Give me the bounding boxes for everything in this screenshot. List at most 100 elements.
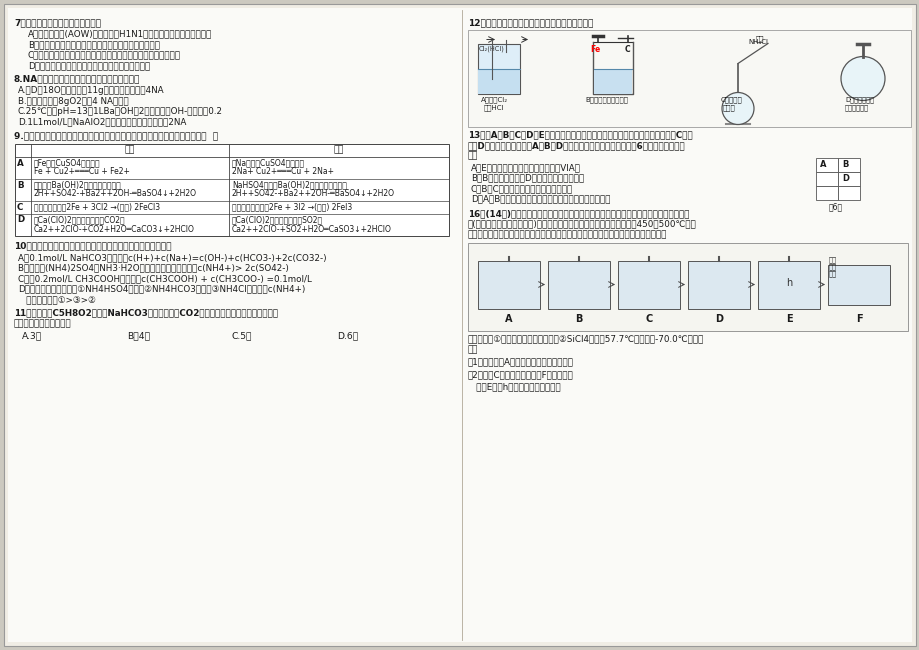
Text: C: C bbox=[624, 46, 630, 55]
Text: 已知: 已知 bbox=[125, 146, 135, 155]
Text: 制氨气: 制氨气 bbox=[722, 105, 735, 111]
Text: C．在0.2mol/L CH3COOH溶液中：c(CH3COOH) + c(CH3COO-) =0.1mol/L: C．在0.2mol/L CH3COOH溶液中：c(CH3COOH) + c(CH… bbox=[18, 274, 312, 283]
Text: D．三聚氰胺添入牛奶中能增加含氮量，但有害健康: D．三聚氰胺添入牛奶中能增加含氮量，但有害健康 bbox=[28, 61, 150, 70]
Text: C.25℃时，pH=13的1LBa（OH）2溶液中含有OH-的数目为0.2: C.25℃时，pH=13的1LBa（OH）2溶液中含有OH-的数目为0.2 bbox=[18, 107, 222, 116]
Bar bbox=[468, 242, 907, 330]
Text: Ca2++2ClO-+SO2+H2O═CaSO3↓+2HClO: Ca2++2ClO-+SO2+H2O═CaSO3↓+2HClO bbox=[232, 224, 391, 233]
Text: A．E元素位于周期表中的第三周期、VIA族: A．E元素位于周期表中的第三周期、VIA族 bbox=[471, 163, 581, 172]
Text: NaOH: NaOH bbox=[480, 72, 499, 77]
Text: A．酸性臭氧水(AOW)可用于消灭H1N1病毒，因为臭氧具有强氧化性: A．酸性臭氧水(AOW)可用于消灭H1N1病毒，因为臭氧具有强氧化性 bbox=[28, 29, 212, 38]
Bar bbox=[837, 158, 859, 172]
Text: 的酮和蛋白质: 的酮和蛋白质 bbox=[844, 105, 868, 111]
Text: h: h bbox=[785, 278, 791, 287]
Text: A: A bbox=[505, 315, 512, 324]
Text: D.6种: D.6种 bbox=[336, 332, 357, 341]
Text: D．A、B两元素形成的常见化合物的分子构型均为直线型: D．A、B两元素形成的常见化合物的分子构型均为直线型 bbox=[471, 194, 610, 203]
Bar bbox=[478, 68, 519, 94]
Text: 稀硫酸与Ba(OH)2溶液反应至中性，: 稀硫酸与Ba(OH)2溶液反应至中性， bbox=[34, 181, 121, 190]
Text: 2H++SO42-+Ba2++2OH-═BaSO4↓+2H2O: 2H++SO42-+Ba2++2OH-═BaSO4↓+2H2O bbox=[232, 190, 394, 198]
Bar bbox=[815, 158, 837, 172]
Bar bbox=[478, 44, 519, 94]
Text: 铁和碘单质反应：2Fe + 3I2 →(点燃) 2FeI3: 铁和碘单质反应：2Fe + 3I2 →(点燃) 2FeI3 bbox=[232, 203, 352, 211]
Text: F: F bbox=[855, 315, 861, 324]
Bar bbox=[618, 261, 679, 309]
Text: A: A bbox=[17, 159, 24, 168]
Text: 属，D的单质是黄色固体，A、B、D在周期表中的相对位置关系如题6图，下列说法正确: 属，D的单质是黄色固体，A、B、D在周期表中的相对位置关系如题6图，下列说法正确 bbox=[468, 141, 685, 150]
Text: 题6图: 题6图 bbox=[828, 202, 842, 211]
Text: 铁和氯气反应：2Fe + 3Cl2 →(点燃) 2FeCl3: 铁和氯气反应：2Fe + 3Cl2 →(点燃) 2FeCl3 bbox=[34, 203, 160, 211]
Text: 相关信息：①四氯化硅遇水极易水解；②SiCl4沸点为57.7℃，熔点为-70.0℃，请回: 相关信息：①四氯化硅遇水极易水解；②SiCl4沸点为57.7℃，熔点为-70.0… bbox=[468, 335, 704, 343]
Text: （2）装置C中的试剂是：装置F的作用是：: （2）装置C中的试剂是：装置F的作用是： bbox=[468, 370, 573, 379]
Text: 棉花: 棉花 bbox=[755, 36, 764, 42]
Text: D: D bbox=[714, 315, 722, 324]
Text: C．B与C形成的化合物中一定含有共价键: C．B与C形成的化合物中一定含有共价键 bbox=[471, 184, 573, 193]
Text: 硅(含铁、铝、硼、磷等杂质)，粗硅与氯气反应生成四氯化硅（反应温度450～500℃），: 硅(含铁、铝、硼、磷等杂质)，粗硅与氯气反应生成四氯化硅（反应温度450～500… bbox=[468, 220, 696, 229]
Text: A．0.1mol/L NaHCO3溶液中：c(H+)+c(Na+)=c(OH-)+c(HCO3-)+2c(CO32-): A．0.1mol/L NaHCO3溶液中：c(H+)+c(Na+)=c(OH-)… bbox=[18, 253, 326, 262]
Text: 的大小关系：①>③>②: 的大小关系：①>③>② bbox=[18, 295, 96, 304]
Text: 四氯化硅经提纯后用氢气还原可得高纯硅。以下是实验室制备四氯化硅的装置示意图。: 四氯化硅经提纯后用氢气还原可得高纯硅。以下是实验室制备四氯化硅的装置示意图。 bbox=[468, 230, 667, 239]
Text: 中的HCl: 中的HCl bbox=[483, 105, 504, 111]
Text: 11．分子式为C5H8O2，能与NaHCO3溶液反应放出CO2，且苯环上一氯代物有两种的有机: 11．分子式为C5H8O2，能与NaHCO3溶液反应放出CO2，且苯环上一氯代物… bbox=[14, 309, 278, 317]
Text: 2Na+ Cu2+═══Cu + 2Na+: 2Na+ Cu2+═══Cu + 2Na+ bbox=[232, 168, 334, 177]
Text: 的是: 的是 bbox=[468, 151, 478, 161]
Text: A: A bbox=[819, 160, 825, 169]
Text: 12．下列装置所示的实验中，能达到实验目的的是: 12．下列装置所示的实验中，能达到实验目的的是 bbox=[468, 18, 593, 27]
Text: 类推: 类推 bbox=[334, 146, 344, 155]
Text: NaHSO4溶液与Ba(OH)2溶液反应至中性，: NaHSO4溶液与Ba(OH)2溶液反应至中性， bbox=[232, 181, 346, 190]
Bar bbox=[548, 261, 609, 309]
Text: Cl₂(HCl): Cl₂(HCl) bbox=[479, 46, 505, 52]
Text: 7．下列与生活相关的叙述错误的是: 7．下列与生活相关的叙述错误的是 bbox=[14, 18, 101, 27]
Text: NH₄Cl: NH₄Cl bbox=[747, 38, 767, 44]
Text: 答：: 答： bbox=[468, 345, 478, 354]
Text: 阻隔: 阻隔 bbox=[828, 263, 836, 270]
Text: C．二氧化硫、氮氧化物以及可吸入颗粒物这三项是雾霾主要组成: C．二氧化硫、氮氧化物以及可吸入颗粒物这三项是雾霾主要组成 bbox=[28, 51, 181, 60]
Text: C: C bbox=[644, 315, 652, 324]
Text: D: D bbox=[17, 216, 24, 224]
Text: （1）写出装置A中发生反应的离子方程式。: （1）写出装置A中发生反应的离子方程式。 bbox=[468, 358, 573, 367]
Text: 10．下列有关电解质溶液中微粒的物质的量浓度关系不正确的是: 10．下列有关电解质溶液中微粒的物质的量浓度关系不正确的是 bbox=[14, 242, 171, 250]
Text: Fe: Fe bbox=[589, 46, 599, 55]
Text: B: B bbox=[574, 315, 582, 324]
Text: Ca2++2ClO-+CO2+H2O═CaCO3↓+2HClO: Ca2++2ClO-+CO2+H2O═CaCO3↓+2HClO bbox=[34, 224, 195, 233]
Text: B．水的处理常用到漂白粉和明矾，二者的作用原理相同: B．水的处理常用到漂白粉和明矾，二者的作用原理相同 bbox=[28, 40, 160, 49]
Text: C: C bbox=[17, 203, 23, 211]
Bar bbox=[15, 144, 448, 235]
Text: 饱和食盐水: 饱和食盐水 bbox=[596, 81, 614, 87]
Text: E: E bbox=[785, 315, 791, 324]
Text: D．物质的量浓度相等的①NH4HSO4溶液、②NH4HCO3溶液、③NH4Cl溶液中，c(NH4+): D．物质的量浓度相等的①NH4HSO4溶液、②NH4HCO3溶液、③NH4Cl溶… bbox=[18, 285, 305, 294]
Text: C．实验室: C．实验室 bbox=[720, 96, 742, 103]
Text: D．分离酒精中: D．分离酒精中 bbox=[844, 96, 873, 103]
Text: B: B bbox=[841, 160, 847, 169]
Text: 9.类推思维是化学解题中常用思维方法，下列有关反应方程式的类推正确的是（  ）: 9.类推思维是化学解题中常用思维方法，下列有关反应方程式的类推正确的是（ ） bbox=[14, 131, 218, 140]
Text: B．电解制氧气和氢气: B．电解制氧气和氢气 bbox=[584, 96, 628, 103]
Text: C.5种: C.5种 bbox=[232, 332, 252, 341]
Text: B.常温常压下，8gO2含有4 NA个电子: B.常温常压下，8gO2含有4 NA个电子 bbox=[18, 96, 129, 105]
Bar bbox=[815, 186, 837, 200]
Text: Fe + Cu2+═══Cu + Fe2+: Fe + Cu2+═══Cu + Fe2+ bbox=[34, 168, 130, 177]
Text: A．除去Cl₂: A．除去Cl₂ bbox=[481, 96, 507, 103]
Bar bbox=[815, 172, 837, 186]
Bar bbox=[827, 265, 889, 304]
Bar bbox=[837, 172, 859, 186]
Text: D.1L1mol/L的NaAlO2水溶液中含有的氧原子数为2NA: D.1L1mol/L的NaAlO2水溶液中含有的氧原子数为2NA bbox=[18, 118, 187, 127]
Bar bbox=[468, 29, 910, 127]
Text: B．一定量(NH4)2SO4与NH3·H2O混合所得的酸性溶液中：c(NH4+)> 2c(SO42-): B．一定量(NH4)2SO4与NH3·H2O混合所得的酸性溶液中：c(NH4+)… bbox=[18, 263, 289, 272]
Text: D: D bbox=[841, 174, 848, 183]
Text: B: B bbox=[17, 181, 24, 190]
Circle shape bbox=[721, 92, 754, 125]
Text: B．4种: B．4种 bbox=[127, 332, 150, 341]
Text: 将Na加入到CuSO4溶液中，: 将Na加入到CuSO4溶液中， bbox=[232, 159, 305, 168]
Bar bbox=[687, 261, 749, 309]
Text: 将Fe加入CuSO4溶液中，: 将Fe加入CuSO4溶液中， bbox=[34, 159, 100, 168]
Text: 物有（不考虑立体异构）: 物有（不考虑立体异构） bbox=[14, 319, 72, 328]
Text: 16．(14分)单晶硅是信息产业中重要的基础材料，通常用炭在高温下还原二氧化硅制得粗: 16．(14分)单晶硅是信息产业中重要的基础材料，通常用炭在高温下还原二氧化硅制… bbox=[468, 209, 688, 218]
Text: 向Ca(ClO)2溶液中通入少量SO2，: 向Ca(ClO)2溶液中通入少量SO2， bbox=[232, 216, 323, 224]
Bar bbox=[594, 68, 631, 94]
Bar bbox=[837, 186, 859, 200]
Text: 溶液: 溶液 bbox=[480, 79, 487, 85]
Text: 2H++SO42-+Ba2++2OH-═BaSO4↓+2H2O: 2H++SO42-+Ba2++2OH-═BaSO4↓+2H2O bbox=[34, 190, 197, 198]
Bar bbox=[478, 261, 539, 309]
Text: 8.NA为阿伏伽德罗常数的值，下列叙述正确的是: 8.NA为阿伏伽德罗常数的值，下列叙述正确的是 bbox=[14, 75, 141, 83]
Text: 向Ca(ClO)2溶液中通入少量CO2，: 向Ca(ClO)2溶液中通入少量CO2， bbox=[34, 216, 126, 224]
Text: 13．有A、B、C、D、E五种短周期的主族元素，其原子序数依次增大，其中只有C是金: 13．有A、B、C、D、E五种短周期的主族元素，其原子序数依次增大，其中只有C是… bbox=[468, 131, 692, 140]
